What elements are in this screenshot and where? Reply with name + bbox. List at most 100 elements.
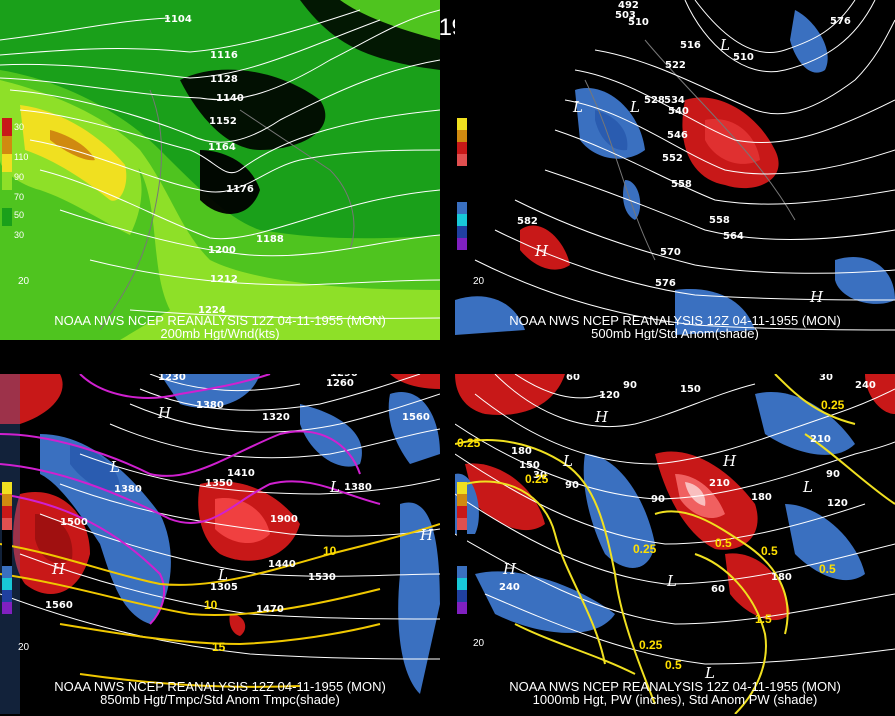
contour-label: 210 xyxy=(709,478,730,489)
high-marker: H xyxy=(810,288,824,306)
legend-label: 90 xyxy=(14,172,25,182)
panel-caption: NOAA NWS NCEP REANALYSIS 12Z 04-11-1955 … xyxy=(54,313,386,328)
contour-label: 540 xyxy=(668,106,689,117)
contour-label: 1224 xyxy=(198,305,226,316)
corner-label: 20 xyxy=(18,642,30,653)
contour-label: 1128 xyxy=(210,74,238,85)
contour-label: 90 xyxy=(565,480,579,491)
pw-label: 0.25 xyxy=(525,472,549,486)
contour-label: 1116 xyxy=(210,50,238,61)
panel-caption: NOAA NWS NCEP REANALYSIS 12Z 04-11-1955 … xyxy=(54,679,386,694)
contour-label: 1410 xyxy=(227,468,255,479)
contour-label: 240 xyxy=(855,380,876,391)
pw-label: 0.25 xyxy=(633,542,657,556)
temp-label: 10 xyxy=(204,598,218,612)
panel-1000mb: 60 90 120 150 30 240 180 150 210 90 30 9… xyxy=(455,374,895,714)
panel-850mb: 1230 1260 1290 1320 1380 1560 1380 1410 … xyxy=(0,374,440,714)
contour-label: 1305 xyxy=(210,582,238,593)
contour-label: 1380 xyxy=(344,482,372,493)
contour-label: 1900 xyxy=(270,514,298,525)
panel-subcaption: 500mb Hgt/Std Anom(shade) xyxy=(591,326,759,341)
contour-label: 1104 xyxy=(164,14,192,25)
low-marker: L xyxy=(563,452,573,470)
high-marker: H xyxy=(420,526,434,544)
low-marker: L xyxy=(720,36,730,54)
panel-subcaption: 850mb Hgt/Tmpc/Std Anom Tmpc(shade) xyxy=(100,692,340,707)
contour-label: 180 xyxy=(751,492,772,503)
map-200mb xyxy=(0,0,440,340)
contour-label: 1350 xyxy=(205,478,233,489)
contour-label: 558 xyxy=(709,215,730,226)
pw-label: 0.5 xyxy=(761,544,778,558)
contour-label: 1560 xyxy=(402,412,430,423)
contour-label: 1290 xyxy=(330,374,358,379)
contour-label: 1176 xyxy=(226,184,254,195)
contour-label: 30 xyxy=(533,470,547,481)
map-500mb xyxy=(455,0,895,340)
temp-label: 15 xyxy=(212,640,226,654)
contour-label: 1440 xyxy=(268,559,296,570)
pw-label: 1.5 xyxy=(755,612,772,626)
contour-label: 1200 xyxy=(208,245,236,256)
contour-label: 516 xyxy=(680,40,701,51)
contour-label: 546 xyxy=(667,130,688,141)
low-marker: L xyxy=(330,478,340,496)
contour-label: 1560 xyxy=(45,600,73,611)
panel-500mb: 492 503 510 516 522 510 576 528 534 540 … xyxy=(455,0,895,340)
contour-label: 1470 xyxy=(256,604,284,615)
anomaly-legend xyxy=(457,118,467,250)
contour-label: 1530 xyxy=(308,572,336,583)
contour-label: 570 xyxy=(660,247,681,258)
map-1000mb xyxy=(455,374,895,714)
contour-label: 90 xyxy=(826,469,840,480)
pw-label: 0.25 xyxy=(457,436,481,450)
high-marker: H xyxy=(158,404,172,422)
pw-label: 0.25 xyxy=(639,638,663,652)
contour-label: 576 xyxy=(655,278,676,289)
wind-legend xyxy=(2,118,12,226)
contour-label: 180 xyxy=(771,572,792,583)
contour-label: 558 xyxy=(671,179,692,190)
high-marker: H xyxy=(52,560,66,578)
temp-label: 10 xyxy=(323,544,337,558)
contour-label: 1320 xyxy=(262,412,290,423)
contour-label: 120 xyxy=(827,498,848,509)
low-marker: L xyxy=(803,478,813,496)
low-marker: L xyxy=(218,566,228,584)
corner-label: 20 xyxy=(18,276,30,287)
low-marker: L xyxy=(110,458,120,476)
contour-label: 1500 xyxy=(60,517,88,528)
contour-label: 1380 xyxy=(196,400,224,411)
contour-label: 1152 xyxy=(209,116,237,127)
corner-label: 20 xyxy=(473,276,485,287)
legend-label: 70 xyxy=(14,192,25,202)
contour-label: 510 xyxy=(733,52,754,63)
anomaly-legend xyxy=(2,482,12,614)
contour-label: 1188 xyxy=(256,234,284,245)
contour-label: 1164 xyxy=(208,142,236,153)
high-marker: H xyxy=(535,242,549,260)
legend-label: 30 xyxy=(14,122,25,132)
high-marker: H xyxy=(723,452,737,470)
anomaly-legend xyxy=(457,482,467,614)
panel-subcaption: 200mb Hgt/Wnd(kts) xyxy=(160,326,280,341)
contour-label: 60 xyxy=(711,584,725,595)
high-marker: H xyxy=(503,560,517,578)
contour-label: 150 xyxy=(680,384,701,395)
legend-label: 50 xyxy=(14,210,25,220)
pw-label: 0.25 xyxy=(821,398,845,412)
pw-label: 0.5 xyxy=(715,536,732,550)
contour-label: 210 xyxy=(810,434,831,445)
legend-label: 110 xyxy=(14,152,29,162)
contour-label: 90 xyxy=(651,494,665,505)
panel-subcaption: 1000mb Hgt, PW (inches), Std Anom PW (sh… xyxy=(532,692,818,707)
contour-label: 1260 xyxy=(326,378,354,389)
legend-label: 30 xyxy=(14,230,25,240)
low-marker: L xyxy=(630,98,640,116)
contour-label: 510 xyxy=(628,17,649,28)
contour-label: 1230 xyxy=(158,374,186,383)
panel-200mb: 1104 1116 1128 1140 1152 1164 1176 1188 … xyxy=(0,0,440,340)
low-marker: L xyxy=(705,664,715,682)
map-850mb xyxy=(0,374,440,714)
contour-label: 576 xyxy=(830,16,851,27)
